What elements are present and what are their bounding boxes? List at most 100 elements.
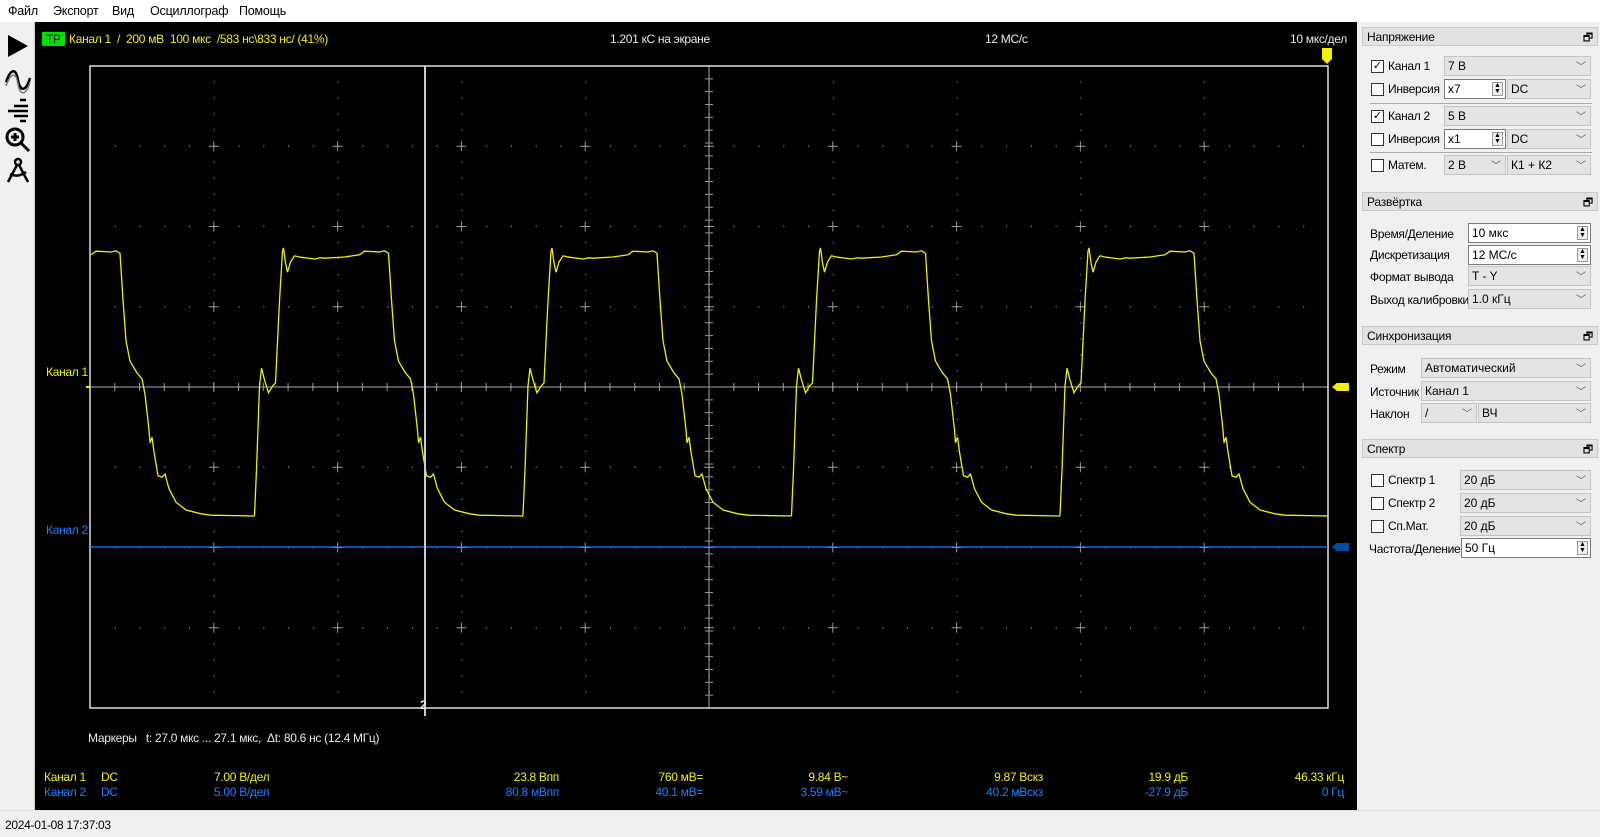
freq-div-label: Частота/Деление	[1369, 542, 1461, 556]
spectrum1-select[interactable]: 20 дБ ﹀	[1460, 470, 1591, 490]
meas-mean: 40.1 мВ=	[655, 785, 703, 799]
measure-compass-icon[interactable]	[4, 156, 32, 184]
trigger-slope-select[interactable]: / ﹀	[1421, 403, 1477, 423]
meas-scale: 5.00 В/дел	[214, 785, 270, 799]
meas-db: -27.9 дБ	[1144, 785, 1188, 799]
section-title: Спектр	[1367, 442, 1406, 456]
ch2-level-marker	[1332, 543, 1349, 551]
ch2-invert-label: Инверсия	[1388, 132, 1440, 146]
calibration-select[interactable]: 1.0 кГц ﹀	[1468, 289, 1591, 309]
meas-freq: 46.33 кГц	[1294, 770, 1345, 784]
meas-freq: 0 Гц	[1321, 785, 1344, 799]
trigger-section-header[interactable]: Синхронизация 🗗	[1362, 326, 1598, 345]
voltage-section-header[interactable]: Напряжение 🗗	[1362, 27, 1598, 46]
chevron-down-icon: ﹀	[1576, 135, 1586, 146]
cursor-label: 2	[420, 698, 427, 712]
chevron-down-icon: ﹀	[1576, 112, 1586, 123]
spectrum-math-checkbox[interactable]	[1371, 520, 1384, 533]
axis-ticks	[114, 78, 1304, 696]
time-div-spinner[interactable]: 10 мкс ▲ ▼	[1468, 223, 1591, 243]
timestamp: 2024-01-08 17:37:03	[5, 818, 111, 832]
trigger-slope-label: Наклон	[1370, 407, 1410, 421]
undock-icon[interactable]: 🗗	[1582, 197, 1593, 209]
menu-export[interactable]: Экспорт	[53, 4, 99, 18]
chevron-down-icon: ﹀	[1576, 62, 1586, 73]
freq-div-spinner[interactable]: 50 Гц ▲ ▼	[1461, 538, 1591, 558]
menu-bar: Файл Экспорт Вид Осциллограф Помощь	[0, 0, 1600, 22]
ch2-coupling-select[interactable]: DC ﹀	[1507, 129, 1591, 149]
ch2-checkbox[interactable]: ✓	[1371, 110, 1384, 123]
ch1-checkbox[interactable]: ✓	[1371, 60, 1384, 73]
math-checkbox[interactable]	[1371, 159, 1384, 172]
menu-file[interactable]: Файл	[8, 4, 38, 18]
meas-coupling: DC	[101, 785, 118, 799]
ch1-range-select[interactable]: 7 В ﹀	[1444, 56, 1591, 76]
trigger-source-label: Источник	[1370, 385, 1419, 399]
chevron-down-icon: ﹀	[1576, 522, 1586, 533]
trigger-filter-select[interactable]: ВЧ ﹀	[1478, 403, 1591, 423]
output-format-select[interactable]: T - Y ﹀	[1468, 266, 1591, 286]
sample-rate-spinner[interactable]: 12 МС/с ▲ ▼	[1468, 245, 1591, 265]
menu-oscilloscope[interactable]: Осциллограф	[150, 4, 229, 18]
zoom-in-icon[interactable]	[4, 126, 32, 154]
spectrum2-label: Спектр 2	[1388, 496, 1436, 510]
undock-icon[interactable]: 🗗	[1582, 444, 1593, 456]
trigger-mode-label: Режим	[1370, 362, 1406, 376]
calibration-label: Выход калибровки	[1370, 293, 1469, 307]
spinner-arrows-icon: ▲ ▼	[1577, 248, 1588, 262]
chevron-down-icon: ﹀	[1576, 364, 1586, 375]
spectrum-math-select[interactable]: 20 дБ ﹀	[1460, 516, 1591, 536]
chevron-down-icon: ﹀	[1462, 409, 1472, 420]
trigger-position-marker	[1322, 48, 1332, 64]
menu-help[interactable]: Помощь	[239, 4, 287, 18]
trigger-source-select[interactable]: Канал 1 ﹀	[1421, 381, 1591, 401]
waveform-icon[interactable]	[4, 66, 32, 94]
chevron-down-icon: ﹀	[1576, 387, 1586, 398]
math-operation-select[interactable]: К1 + К2 ﹀	[1507, 155, 1591, 175]
ch2-range-select[interactable]: 5 В ﹀	[1444, 106, 1591, 126]
spectrum-math-label: Сп.Мат.	[1388, 519, 1429, 533]
spectrum2-checkbox[interactable]	[1371, 497, 1384, 510]
left-toolbar	[0, 22, 35, 810]
trigger-badge: TP	[42, 32, 65, 46]
spinner-arrows-icon: ▲ ▼	[1577, 226, 1588, 240]
meas-channel: Канал 1	[44, 770, 86, 784]
spectrum-section-header[interactable]: Спектр 🗗	[1362, 439, 1598, 458]
status-bar: 2024-01-08 17:37:03	[0, 810, 1600, 837]
ch2-probe-spinner[interactable]: x1 ▲ ▼	[1444, 129, 1506, 149]
spinner-arrows-icon: ▲ ▼	[1492, 82, 1503, 96]
chevron-down-icon: ﹀	[1576, 295, 1586, 306]
output-format-label: Формат вывода	[1370, 270, 1454, 284]
ch1-level-marker	[1332, 383, 1349, 391]
ch1-coupling-select[interactable]: DC ﹀	[1507, 79, 1591, 99]
spectrum1-checkbox[interactable]	[1371, 474, 1384, 487]
meas-vpp: 80.8 мВпп	[505, 785, 560, 799]
ch1-invert-label: Инверсия	[1388, 82, 1440, 96]
undock-icon[interactable]: 🗗	[1582, 32, 1593, 44]
ch1-probe-spinner[interactable]: x7 ▲ ▼	[1444, 79, 1506, 99]
math-label: Матем.	[1388, 158, 1427, 172]
ch2-invert-checkbox[interactable]	[1371, 133, 1384, 146]
meas-mean: 760 мВ=	[658, 770, 703, 784]
ch1-invert-checkbox[interactable]	[1371, 83, 1384, 96]
trigger-mode-select[interactable]: Автоматический ﹀	[1421, 358, 1591, 378]
section-title: Синхронизация	[1367, 329, 1452, 343]
spectrum2-select[interactable]: 20 дБ ﹀	[1460, 493, 1591, 513]
chevron-down-icon: ﹀	[1576, 272, 1586, 283]
oscilloscope-display[interactable]: TP Канал 1 / 200 мВ 100 мкс /583 нс\833 …	[35, 22, 1357, 810]
math-range-select[interactable]: 2 В ﹀	[1444, 155, 1506, 175]
meas-rms: 40.2 мВскз	[986, 785, 1043, 799]
meas-rms: 9.87 Вскз	[994, 770, 1043, 784]
channel-info: Канал 1 / 200 мВ 100 мкс /583 нс\833 нс/…	[69, 32, 328, 46]
undock-icon[interactable]: 🗗	[1582, 331, 1593, 343]
meas-channel: Канал 2	[44, 785, 86, 799]
channels-icon[interactable]	[4, 96, 32, 124]
timebase-section-header[interactable]: Развёртка 🗗	[1362, 192, 1598, 211]
chevron-down-icon: ﹀	[1491, 161, 1501, 172]
ch2-level-label: Канал 2	[46, 523, 88, 537]
menu-view[interactable]: Вид	[112, 4, 135, 18]
section-title: Напряжение	[1367, 30, 1435, 44]
play-icon[interactable]	[4, 32, 32, 60]
scope-canvas[interactable]	[35, 22, 1357, 810]
time-div-label: Время/Деление	[1370, 227, 1454, 241]
